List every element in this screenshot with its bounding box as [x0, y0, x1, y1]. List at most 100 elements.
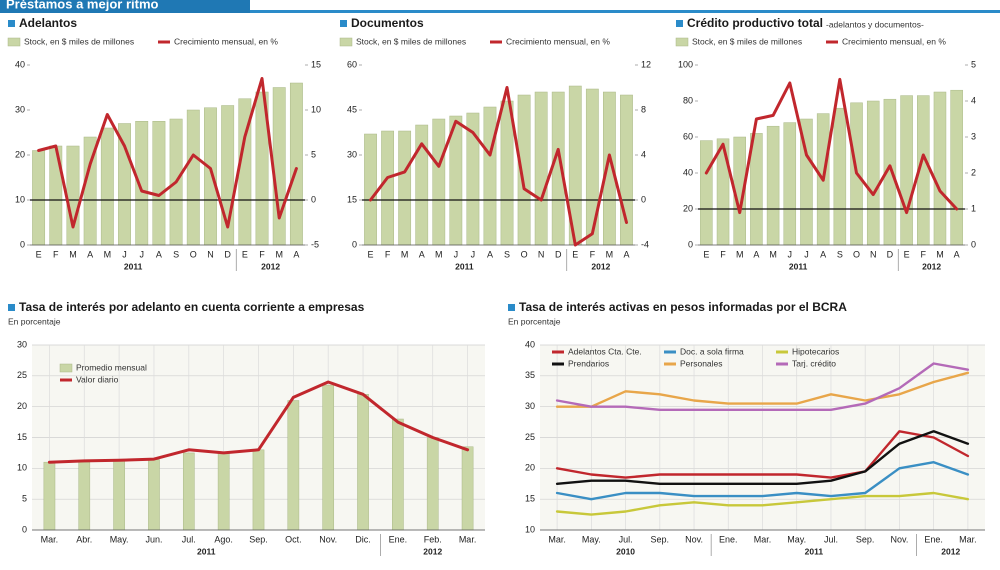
- chart-subtitle: En porcentaje: [8, 316, 61, 326]
- bar: [217, 452, 230, 531]
- x-tick-label: M: [769, 249, 777, 259]
- bar: [357, 394, 369, 531]
- x-tick-label: Ene.: [924, 534, 943, 544]
- y2-tick-label: 4: [641, 149, 646, 159]
- x-tick-label: Sep.: [249, 534, 268, 544]
- x-tick-label: Sep.: [651, 534, 670, 544]
- y-tick-label: 30: [15, 104, 25, 114]
- y2-tick-label: 12: [641, 59, 651, 69]
- x-tick-label: S: [837, 249, 843, 259]
- title-marker: [8, 304, 15, 311]
- line-series: [555, 430, 970, 485]
- bar: [783, 122, 797, 246]
- legend-label: Stock, en $ miles de millones: [692, 36, 802, 46]
- year-label: 2012: [423, 546, 442, 556]
- line-series: [555, 430, 970, 479]
- y-tick-label: 40: [683, 167, 693, 177]
- year-label: 2010: [616, 546, 635, 556]
- y-tick-label: 25: [525, 432, 535, 442]
- x-tick-label: F: [53, 249, 59, 259]
- y2-tick-label: 0: [971, 239, 976, 249]
- y2-tick-label: 10: [311, 104, 321, 114]
- legend-label: Adelantos Cta. Cte.: [568, 346, 642, 356]
- year-label: 2012: [922, 261, 941, 271]
- y-tick-label: 15: [525, 494, 535, 504]
- legend-label: Crecimiento mensual, en %: [174, 36, 278, 46]
- y2-tick-label: 4: [971, 95, 976, 105]
- x-tick-label: Ago.: [214, 534, 233, 544]
- y-tick-label: 0: [352, 239, 357, 249]
- x-tick-label: O: [853, 249, 860, 259]
- header-tab: [0, 0, 250, 13]
- line-series: [47, 380, 470, 464]
- y-tick-label: 10: [17, 463, 27, 473]
- x-tick-label: Jul.: [182, 534, 196, 544]
- bar: [272, 87, 286, 246]
- chart-subtitle: En porcentaje: [508, 316, 561, 326]
- x-tick-label: Mar.: [959, 534, 977, 544]
- x-tick-label: A: [954, 249, 960, 259]
- x-tick-label: J: [139, 249, 144, 259]
- bar: [700, 140, 713, 246]
- x-tick-label: F: [720, 249, 726, 259]
- y-tick-label: 45: [347, 104, 357, 114]
- header-title: Préstamos a mejor ritmo: [6, 0, 159, 11]
- x-tick-label: May.: [787, 534, 806, 544]
- x-tick-label: D: [224, 249, 231, 259]
- bar: [950, 89, 963, 246]
- bar: [287, 400, 300, 531]
- y-tick-label: 0: [20, 239, 25, 249]
- bar: [148, 459, 160, 531]
- bar: [182, 452, 195, 531]
- y2-tick-label: 15: [311, 59, 321, 69]
- x-tick-label: May.: [110, 534, 129, 544]
- x-tick-label: D: [887, 249, 894, 259]
- x-tick-label: M: [104, 249, 112, 259]
- line-series: [555, 371, 970, 408]
- bar: [43, 461, 56, 531]
- y2-tick-label: 2: [971, 167, 976, 177]
- x-tick-label: E: [572, 249, 578, 259]
- x-tick-label: M: [401, 249, 409, 259]
- y-tick-label: 60: [347, 59, 357, 69]
- y-tick-label: 35: [525, 370, 535, 380]
- chart-title: Tasa de interés por adelanto en cuenta c…: [19, 300, 365, 314]
- legend-label: Crecimiento mensual, en %: [842, 36, 946, 46]
- x-tick-label: Sep.: [856, 534, 875, 544]
- bar: [585, 88, 599, 246]
- x-tick-label: A: [487, 249, 493, 259]
- y-tick-label: 0: [22, 524, 27, 534]
- x-tick-label: Mar.: [548, 534, 566, 544]
- y-tick-label: 0: [688, 239, 693, 249]
- bar: [204, 107, 217, 246]
- x-tick-label: M: [606, 249, 614, 259]
- y2-tick-label: 5: [311, 149, 316, 159]
- x-tick-label: A: [419, 249, 425, 259]
- x-tick-label: N: [538, 249, 545, 259]
- y-tick-label: 25: [17, 370, 27, 380]
- line-series: [37, 77, 298, 229]
- legend-swatch: [7, 37, 21, 47]
- x-tick-label: M: [69, 249, 77, 259]
- y-tick-label: 30: [17, 339, 27, 349]
- x-tick-label: J: [804, 249, 809, 259]
- chart-subtitle: -adelantos y documentos-: [826, 19, 924, 29]
- x-tick-label: J: [788, 249, 793, 259]
- y2-tick-label: 8: [641, 104, 646, 114]
- y2-tick-label: 3: [971, 131, 976, 141]
- title-marker: [676, 20, 683, 27]
- bar: [186, 109, 200, 246]
- year-label: 2011: [789, 261, 808, 271]
- bar: [78, 461, 91, 531]
- x-tick-label: J: [454, 249, 459, 259]
- legend-label: Stock, en $ miles de millones: [24, 36, 134, 46]
- bar: [32, 150, 46, 246]
- x-tick-label: S: [173, 249, 179, 259]
- bar: [432, 118, 446, 246]
- y-tick-label: 60: [683, 131, 693, 141]
- x-tick-label: Dic.: [355, 534, 371, 544]
- x-tick-label: F: [921, 249, 927, 259]
- x-tick-label: E: [904, 249, 910, 259]
- legend-swatch: [339, 37, 353, 47]
- x-tick-label: Nov.: [319, 534, 337, 544]
